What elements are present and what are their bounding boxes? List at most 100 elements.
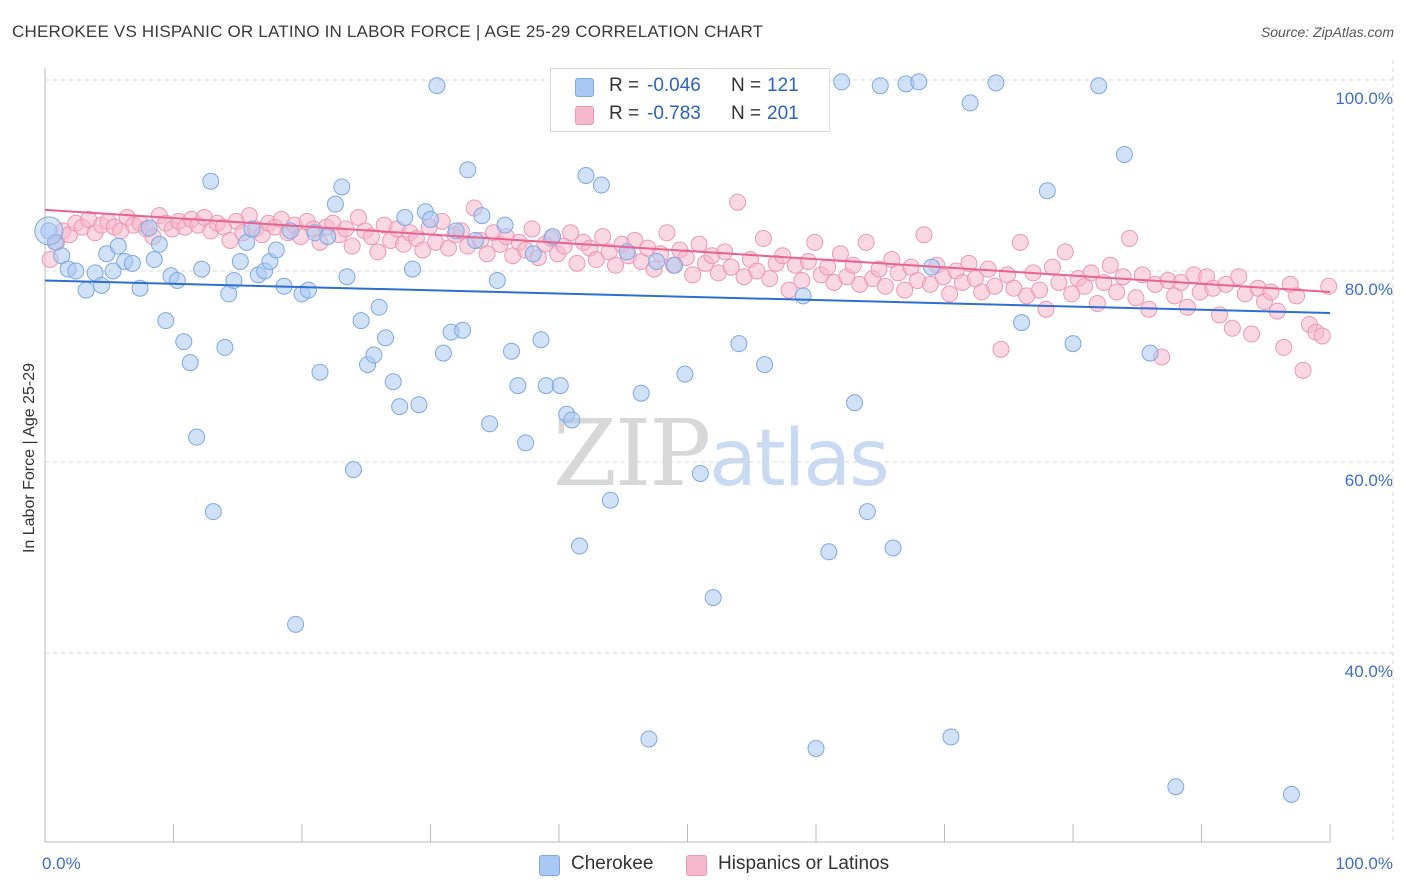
cherokee-point [632, 384, 650, 402]
cherokee-point [592, 176, 610, 194]
cherokee-points [34, 73, 1300, 803]
cherokee-point [833, 73, 851, 91]
hispanic-point [587, 251, 605, 269]
cherokee-point [231, 252, 249, 270]
hispanic-point [594, 228, 612, 246]
cherokee-point [299, 281, 317, 299]
cherokee-point [93, 276, 111, 294]
hispanic-trend-line [44, 208, 1331, 294]
hispanic-point [1108, 283, 1126, 301]
y-tick-label: 100.0% [1335, 89, 1393, 108]
hispanic-point [607, 256, 625, 274]
cherokee-point [168, 272, 186, 290]
n-value: 121 [767, 75, 799, 96]
cherokee-point [601, 491, 619, 509]
cherokee-point [517, 434, 535, 452]
cherokee-point [1115, 145, 1133, 163]
hispanic-point [414, 241, 432, 259]
cherokee-point [188, 428, 206, 446]
cherokee-point [287, 615, 305, 633]
hispanic-point [729, 193, 747, 211]
correlation-legend: R = -0.046 N = 121 R = -0.783 N = 201 [550, 68, 830, 132]
hispanic-swatch [575, 106, 594, 125]
hispanic-point [343, 237, 361, 255]
cherokee-point [281, 222, 299, 240]
hispanic-swatch [686, 855, 707, 876]
hispanic-point [992, 340, 1010, 358]
cherokee-point [756, 356, 774, 374]
hispanic-point [1121, 230, 1139, 248]
cherokee-point [820, 543, 838, 561]
cherokee-point [524, 245, 542, 263]
hispanic-point [562, 224, 580, 242]
hispanic-point [876, 277, 894, 295]
hispanic-point [857, 233, 875, 251]
hispanic-points [41, 193, 1338, 379]
cherokee-point [987, 74, 1005, 92]
hispanic-point [1178, 298, 1196, 316]
cherokee-point [807, 740, 825, 757]
cherokee-swatch [575, 78, 594, 97]
cherokee-point [396, 209, 414, 227]
r-label: R = [609, 75, 640, 96]
cherokee-point [1141, 344, 1159, 362]
hispanic-point [1288, 287, 1306, 305]
cherokee-point [447, 222, 465, 240]
hispanic-point [1313, 327, 1331, 345]
cherokee-point [459, 161, 477, 179]
hispanic-point [221, 231, 239, 249]
hispanic-point [941, 285, 959, 303]
hispanic-point [1063, 285, 1081, 303]
hispanic-point [1127, 289, 1145, 307]
x-tick-label-min: 0.0% [42, 854, 81, 873]
hispanic-point [793, 272, 811, 290]
cherokee-point [145, 251, 163, 269]
cherokee-point [1038, 182, 1056, 200]
n-label: N = [731, 75, 762, 96]
cherokee-point [577, 167, 595, 184]
cherokee-point [509, 377, 527, 395]
cherokee-point [131, 279, 149, 297]
cherokee-point [370, 298, 388, 316]
hispanic-point [1275, 338, 1293, 356]
hispanic-point [844, 256, 862, 274]
cherokee-point [344, 461, 362, 479]
cherokee-point [1064, 335, 1082, 353]
hispanic-point [568, 254, 586, 272]
axes [44, 68, 1331, 843]
cherokee-point [846, 394, 864, 412]
hispanic-point [722, 258, 740, 276]
cherokee-point [544, 228, 562, 246]
cherokee-point [338, 268, 356, 286]
cherokee-point [942, 728, 960, 746]
cherokee-point [104, 262, 122, 280]
hispanic-point [478, 245, 496, 263]
cherokee-point [319, 228, 337, 246]
hispanic-point [761, 270, 779, 288]
n-value: 201 [767, 103, 799, 124]
hispanic-point [1011, 233, 1029, 251]
cherokee-point [365, 346, 383, 364]
hispanic-point [754, 230, 772, 248]
hispanic-point [1050, 273, 1068, 291]
cherokee-point [704, 589, 722, 607]
hispanic-point [1088, 294, 1106, 312]
cherokee-point [502, 342, 520, 360]
x-tick-label-max: 100.0% [1335, 854, 1393, 873]
hispanic-point [1037, 300, 1055, 318]
cherokee-trend-line [44, 279, 1331, 315]
cherokee-point [157, 312, 175, 330]
cherokee-point [481, 415, 499, 433]
cherokee-point [202, 172, 220, 190]
source-label: Source: ZipAtlas.com [1260, 24, 1394, 40]
hispanic-point [870, 260, 888, 278]
cherokee-point [34, 216, 64, 246]
grid-lines [45, 60, 1395, 842]
cherokee-point [551, 377, 569, 395]
hispanic-point [1114, 268, 1132, 286]
cherokee-point [676, 365, 694, 383]
cherokee-point [571, 537, 589, 555]
hispanic-point [1262, 283, 1280, 301]
cherokee-point [175, 333, 193, 351]
